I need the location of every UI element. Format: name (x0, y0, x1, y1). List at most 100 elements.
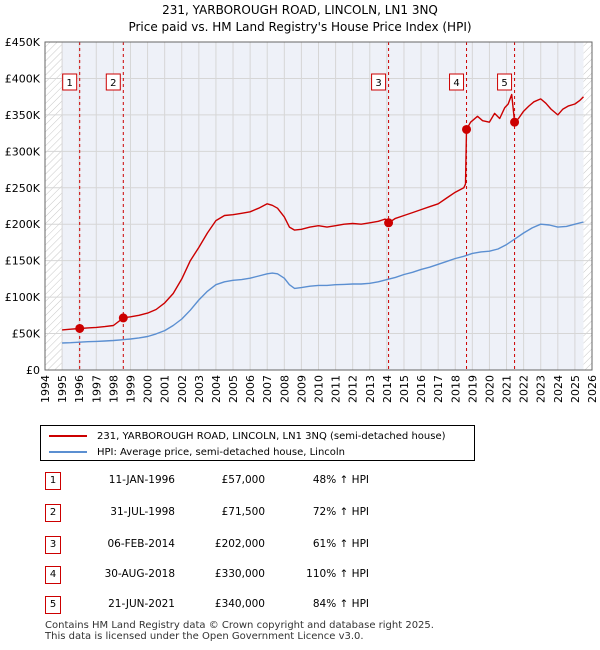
sale-row: 1 11-JAN-1996 £57,000 48% ↑ HPI (45, 472, 385, 492)
sale-label-number: 3 (375, 78, 381, 89)
sale-label-number: 4 (453, 78, 459, 89)
y-tick-label: £0 (26, 364, 40, 377)
sale-number-badge: 3 (45, 536, 61, 554)
sale-date: 11-JAN-1996 (108, 474, 175, 486)
x-tick-label: 2016 (415, 375, 428, 403)
price-chart: 231, YARBOROUGH ROAD, LINCOLN, LN1 3NQ P… (5, 3, 599, 403)
x-tick-label: 2018 (449, 375, 462, 403)
hatch-right (583, 42, 592, 370)
sale-label-box (62, 73, 78, 91)
legend-swatch-property (49, 435, 87, 437)
y-tick-label: £350K (5, 109, 41, 122)
x-tick-label: 2007 (261, 375, 274, 403)
x-tick-label: 2005 (227, 375, 240, 403)
sale-row: 4 30-AUG-2018 £330,000 110% ↑ HPI (45, 566, 385, 586)
x-tick-label: 2010 (313, 375, 326, 403)
y-tick-label: £250K (5, 182, 41, 195)
y-tick-label: £150K (5, 255, 41, 268)
sale-date: 30-AUG-2018 (104, 568, 175, 580)
y-tick-label: £100K (5, 291, 41, 304)
hatch-left (45, 42, 63, 370)
plot-frame (44, 41, 593, 371)
x-tick-label: 2011 (330, 375, 343, 403)
x-tick-label: 1998 (107, 375, 120, 403)
x-tick-label: 2019 (466, 375, 479, 403)
x-tick-label: 2003 (193, 375, 206, 403)
sale-hpi-change: 110% ↑ HPI (306, 568, 369, 580)
sale-price: £57,000 (221, 474, 265, 486)
y-tick-label: £400K (5, 72, 41, 85)
y-tick-label: £200K (5, 218, 41, 231)
legend-swatch-hpi (49, 451, 87, 453)
x-tick-label: 2000 (142, 375, 155, 403)
x-tick-label: 2021 (501, 375, 514, 403)
x-tick-label: 2004 (210, 375, 223, 403)
sale-row: 2 31-JUL-1998 £71,500 72% ↑ HPI (45, 504, 385, 524)
x-tick-label: 2020 (483, 375, 496, 403)
sale-label-number: 2 (110, 78, 116, 89)
x-tick-label: 1999 (124, 375, 137, 403)
sale-number-badge: 1 (45, 472, 61, 490)
sale-row: 3 06-FEB-2014 £202,000 61% ↑ HPI (45, 536, 385, 556)
sale-date: 06-FEB-2014 (107, 538, 175, 550)
y-tick-label: £300K (5, 145, 41, 158)
sale-price: £330,000 (214, 568, 265, 580)
legend-item-hpi: HPI: Average price, semi-detached house,… (49, 444, 345, 460)
hpi-series-line (62, 221, 584, 344)
x-tick-label: 2025 (569, 375, 582, 403)
sale-row: 5 21-JUN-2021 £340,000 84% ↑ HPI (45, 596, 385, 616)
legend-label-hpi: HPI: Average price, semi-detached house,… (97, 446, 346, 458)
chart-title: 231, YARBOROUGH ROAD, LINCOLN, LN1 3NQ (162, 3, 438, 17)
sale-label-box (105, 73, 121, 91)
x-tick-label: 2022 (518, 375, 531, 403)
x-tick-label: 2002 (176, 375, 189, 403)
y-tick-label: £50K (12, 328, 41, 341)
sale-hpi-change: 84% ↑ HPI (312, 598, 369, 610)
x-tick-label: 2008 (278, 375, 291, 403)
x-tick-label: 1994 (39, 375, 52, 403)
sale-date: 31-JUL-1998 (110, 506, 175, 518)
sale-number-badge: 4 (45, 566, 61, 584)
sale-price: £340,000 (214, 598, 265, 610)
sale-label-box (497, 73, 513, 91)
legend-label-property: 231, YARBOROUGH ROAD, LINCOLN, LN1 3NQ (… (97, 430, 446, 442)
x-tick-label: 2023 (535, 375, 548, 403)
x-tick-label: 2009 (295, 375, 308, 403)
sale-date: 21-JUN-2021 (108, 598, 175, 610)
x-tick-label: 2014 (381, 375, 394, 403)
sale-label-box (449, 73, 465, 91)
sale-number-badge: 2 (45, 504, 61, 522)
sale-hpi-change: 48% ↑ HPI (312, 474, 369, 486)
sale-hpi-change: 61% ↑ HPI (312, 538, 369, 550)
x-tick-label: 1996 (73, 375, 86, 403)
x-tick-label: 2017 (432, 375, 445, 403)
legend: 231, YARBOROUGH ROAD, LINCOLN, LN1 3NQ (… (40, 425, 475, 461)
sale-point (75, 323, 85, 333)
footer: Contains HM Land Registry data © Crown c… (45, 620, 434, 642)
x-tick-label: 2001 (159, 375, 172, 403)
sale-label-number: 1 (67, 78, 73, 89)
sale-price: £71,500 (221, 506, 265, 518)
chart-subtitle: Price paid vs. HM Land Registry's House … (128, 20, 471, 34)
sale-point (510, 117, 520, 127)
sale-price: £202,000 (214, 538, 265, 550)
sale-point (462, 124, 472, 134)
legend-item-property: 231, YARBOROUGH ROAD, LINCOLN, LN1 3NQ (… (49, 428, 446, 444)
x-tick-label: 2006 (244, 375, 257, 403)
x-tick-label: 2012 (347, 375, 360, 403)
sale-label-box (371, 73, 387, 91)
x-tick-label: 1997 (90, 375, 103, 403)
sale-label-number: 5 (501, 78, 507, 89)
footer-licence: This data is licensed under the Open Gov… (45, 631, 364, 642)
x-tick-label: 2013 (364, 375, 377, 403)
data-range-band (62, 42, 584, 370)
sale-hpi-change: 72% ↑ HPI (312, 506, 369, 518)
x-tick-label: 2026 (586, 375, 599, 403)
x-tick-label: 2024 (552, 375, 565, 403)
sale-number-badge: 5 (45, 596, 61, 614)
sale-point (118, 313, 128, 323)
footer-copyright: Contains HM Land Registry data © Crown c… (45, 620, 434, 631)
sale-point (384, 218, 394, 228)
y-tick-label: £450K (5, 36, 41, 49)
x-tick-label: 2015 (398, 375, 411, 403)
